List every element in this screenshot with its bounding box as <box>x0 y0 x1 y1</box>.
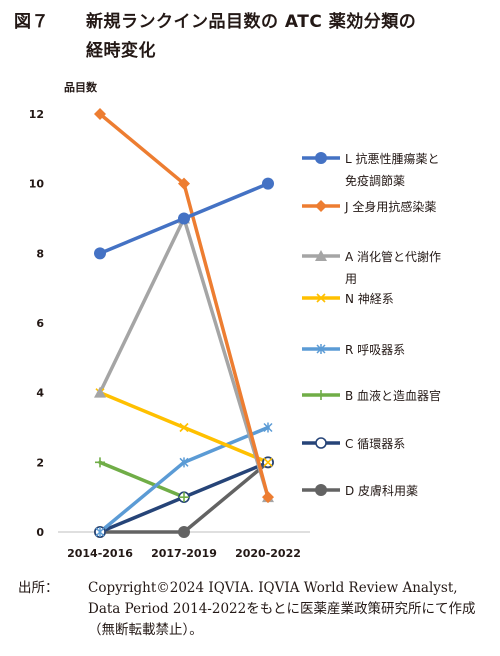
y-tick-label: 6 <box>36 317 44 330</box>
legend-label: N 神経系 <box>345 292 394 306</box>
legend-label: R 呼吸器系 <box>345 343 405 357</box>
legend-label: J 全身用抗感染薬 <box>344 199 436 214</box>
legend-label: A 消化管と代謝作 <box>345 249 441 264</box>
y-tick-label: 12 <box>29 108 44 121</box>
data-point-marker <box>94 386 106 398</box>
x-tick-label: 2017-2019 <box>151 547 217 560</box>
data-point-marker <box>179 457 189 468</box>
y-tick-label: 0 <box>36 526 44 539</box>
data-point-marker <box>263 422 273 433</box>
y-tick-label: 8 <box>36 247 44 260</box>
legend-label: L 抗悪性腫瘍薬と <box>345 151 440 166</box>
data-point-marker <box>178 212 190 225</box>
legend-label: B 血液と造血器官 <box>345 388 441 403</box>
chart-axes: 品目数 0 2 4 6 8 10 12 2014-2016 2017-2019 2020-2022 <box>29 80 310 560</box>
data-point-marker <box>315 250 327 261</box>
y-tick-label: 2 <box>36 456 44 469</box>
figure-number: 図７ <box>14 12 49 32</box>
y-axis-label: 品目数 <box>64 80 98 94</box>
series-line <box>98 425 270 534</box>
data-point-marker <box>263 457 273 467</box>
series-line <box>98 216 270 499</box>
legend-label: 用 <box>345 272 357 286</box>
data-point-marker <box>178 526 190 538</box>
data-point-marker <box>315 484 327 496</box>
legend-label: C 循環器系 <box>345 437 405 451</box>
data-point-marker <box>179 422 189 433</box>
data-point-marker <box>94 108 106 120</box>
x-tick-label: 2020-2022 <box>235 547 301 560</box>
data-point-marker <box>316 390 326 400</box>
x-tick-label: 2014-2016 <box>67 547 133 560</box>
data-point-marker <box>315 437 327 449</box>
source-label: 出所： <box>18 580 59 596</box>
legend-label: D 皮膚科用薬 <box>345 483 418 498</box>
data-point-marker <box>315 152 327 164</box>
source-text: Copyright©2024 IQVIA. IQVIA World Review… <box>88 580 476 638</box>
data-point-marker <box>179 492 189 503</box>
data-point-marker <box>95 527 105 537</box>
chart-series-lines <box>98 112 270 534</box>
y-tick-label: 10 <box>29 178 45 191</box>
figure-title-line1: 新規ランクイン品目数の ATC 薬効分類の <box>86 12 417 32</box>
chart-markers <box>94 108 274 538</box>
y-tick-label: 4 <box>36 387 44 400</box>
legend-label: 免疫調節薬 <box>345 173 405 188</box>
data-point-marker <box>316 293 326 303</box>
figure-title-line2: 経時変化 <box>86 41 156 61</box>
source-note: 出所： Copyright©2024 IQVIA. IQVIA World Re… <box>18 578 488 641</box>
data-point-marker <box>94 247 106 260</box>
data-point-marker <box>315 200 327 212</box>
data-point-marker <box>95 457 105 468</box>
data-point-marker <box>178 177 190 190</box>
data-point-marker <box>316 344 326 354</box>
data-point-marker <box>262 491 274 504</box>
data-point-marker <box>262 177 274 190</box>
figure-title: 図７ 新規ランクイン品目数の ATC 薬効分類の 経時変化 <box>14 8 490 66</box>
series-line <box>98 460 186 499</box>
